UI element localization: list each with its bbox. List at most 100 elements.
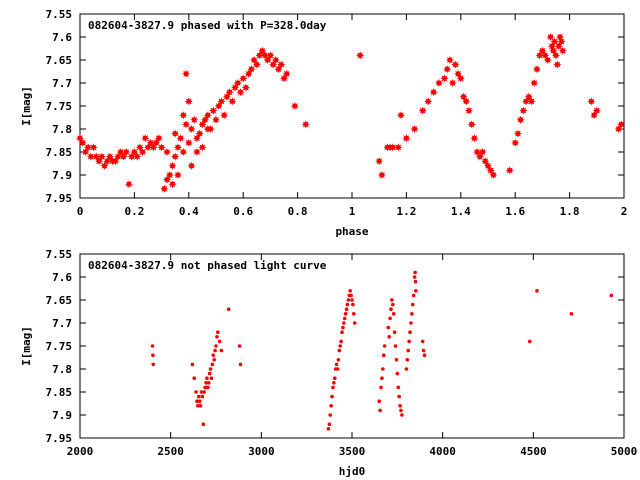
y-tick-label: 7.8 — [52, 123, 72, 136]
data-point — [89, 143, 98, 152]
data-point — [260, 51, 269, 60]
data-point — [138, 148, 147, 156]
y-tick-label: 7.55 — [46, 248, 73, 261]
data-point — [399, 408, 403, 413]
x-tick-label: 3500 — [339, 445, 366, 458]
data-point — [263, 56, 272, 64]
data-point — [532, 65, 541, 74]
data-point — [222, 92, 231, 101]
data-point — [429, 88, 438, 97]
data-point — [290, 102, 299, 110]
data-point — [617, 120, 626, 129]
data-point — [203, 111, 212, 120]
x-tick-label: 1 — [349, 205, 356, 218]
data-point — [409, 321, 413, 325]
data-point — [382, 344, 387, 348]
data-point — [190, 362, 195, 367]
data-point — [231, 83, 240, 92]
data-point — [206, 381, 211, 385]
data-point — [356, 51, 365, 60]
data-point — [198, 143, 207, 152]
data-point — [133, 152, 142, 161]
data-point — [386, 325, 391, 330]
data-point — [258, 46, 267, 55]
data-point — [105, 152, 114, 161]
data-point — [390, 298, 394, 302]
data-point — [216, 330, 220, 335]
data-point — [332, 376, 337, 381]
y-tick-label: 7.6 — [52, 31, 72, 44]
x-tick-label: 5000 — [611, 445, 638, 458]
data-point — [413, 279, 418, 284]
x-tick-label: 0.6 — [233, 205, 253, 218]
data-point — [214, 344, 218, 348]
data-point — [342, 321, 346, 325]
data-point — [522, 97, 531, 106]
x-tick-label: 1.8 — [560, 205, 580, 218]
data-point — [203, 385, 207, 390]
phased-panel: 0 0.2 0.4 0.6 0.8 1 1.2 1.4 1.6 1.8 2 7.55 7.6 7.65 7.… — [20, 8, 627, 238]
data-point — [212, 115, 220, 124]
data-point — [462, 97, 471, 106]
data-point — [171, 152, 180, 161]
x-tick-label: 0.2 — [124, 205, 144, 218]
data-point — [226, 307, 231, 312]
data-point — [592, 106, 601, 115]
data-point — [558, 46, 567, 55]
data-point — [394, 358, 399, 362]
data-point — [421, 348, 426, 353]
data-point — [215, 335, 219, 339]
data-point — [237, 344, 242, 348]
data-point — [241, 83, 250, 92]
data-point — [209, 376, 214, 381]
data-point — [422, 353, 427, 358]
data-point — [219, 348, 224, 353]
y-tick-label: 7.8 — [52, 363, 72, 376]
data-point — [84, 143, 93, 152]
data-point — [203, 125, 212, 133]
data-point — [208, 367, 213, 371]
data-point — [377, 399, 382, 404]
data-point — [86, 152, 95, 161]
data-point — [202, 390, 207, 394]
data-point — [214, 102, 223, 110]
data-point — [238, 362, 243, 367]
data-point — [97, 152, 106, 161]
data-point — [378, 408, 382, 413]
data-point — [179, 148, 188, 156]
data-point — [280, 74, 288, 83]
data-point — [196, 394, 201, 399]
data-point — [335, 367, 340, 371]
data-point — [168, 161, 177, 170]
data-point — [173, 171, 182, 179]
data-point — [389, 307, 393, 312]
data-point — [76, 134, 84, 143]
data-point — [252, 60, 261, 69]
data-point — [330, 394, 334, 399]
data-point — [443, 65, 452, 74]
data-point — [516, 115, 525, 124]
data-point — [220, 111, 229, 120]
data-point — [247, 65, 256, 74]
data-point — [475, 152, 484, 161]
data-point — [377, 171, 386, 179]
x-tick-label: 0.4 — [179, 205, 199, 218]
data-point — [337, 348, 342, 353]
y-tick-label: 7.95 — [46, 192, 73, 205]
data-point — [538, 46, 547, 55]
data-point — [301, 120, 310, 129]
data-point — [255, 51, 264, 60]
x-tick-label: 2500 — [157, 445, 184, 458]
data-point — [505, 166, 514, 175]
x-tick-label: 0 — [77, 205, 84, 218]
data-point — [352, 312, 356, 316]
data-point — [546, 33, 555, 41]
x-tick-label: 3000 — [248, 445, 275, 458]
data-point — [392, 330, 397, 335]
data-point — [271, 56, 280, 64]
data-point — [211, 353, 216, 358]
data-point — [395, 371, 400, 376]
y-axis-title: I[mag] — [20, 86, 33, 126]
data-point — [410, 312, 414, 316]
